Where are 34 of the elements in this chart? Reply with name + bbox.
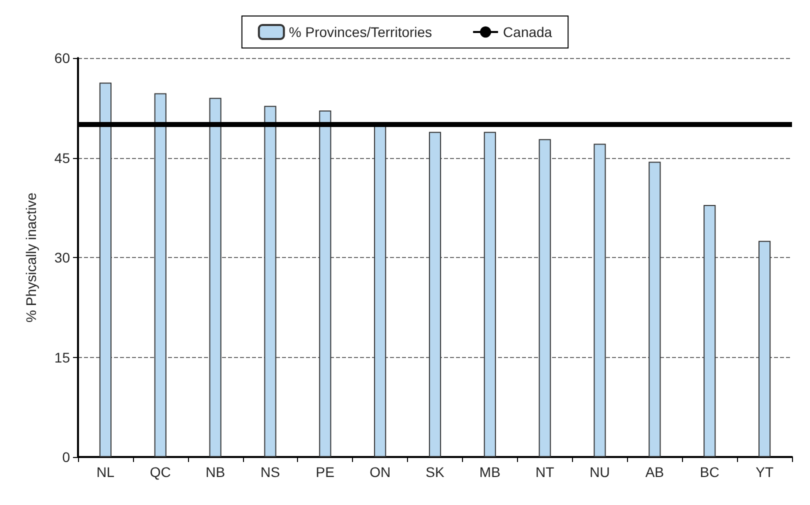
x-tick-label: NB [206,464,226,480]
x-tick-label: MB [479,464,500,480]
y-tick-label: 0 [62,449,70,465]
bar [154,93,166,457]
bar [264,106,276,457]
x-tick-label: YT [756,464,774,480]
y-tick-label: 15 [54,349,70,366]
legend-label: % Provinces/Territories [288,24,432,40]
bar [374,125,386,457]
y-axis-title: % Physically inactive [23,192,39,322]
bar [538,139,551,457]
bar [594,144,606,457]
bar [99,82,112,457]
bar [758,240,771,457]
bar [704,204,716,457]
bar [209,98,222,457]
y-tick-label: 45 [54,150,70,166]
legend-label: Canada [503,24,552,40]
x-tick-label: PE [316,464,334,480]
bar [484,132,496,457]
x-tick-label: ON [370,464,391,480]
x-tick-label: NS [260,464,280,480]
x-tick-label: NU [590,464,610,480]
x-tick-label: SK [426,464,445,480]
bar [319,110,332,457]
bar [428,132,442,457]
y-tick-label: 30 [54,250,70,266]
bar [648,162,661,457]
y-tick-label: 60 [54,50,70,66]
x-tick-label: NT [536,464,555,480]
x-tick-label: AB [645,464,664,480]
x-tick-label: BC [700,464,720,480]
x-tick-label: NL [96,464,115,480]
x-tick-label: QC [150,464,171,480]
